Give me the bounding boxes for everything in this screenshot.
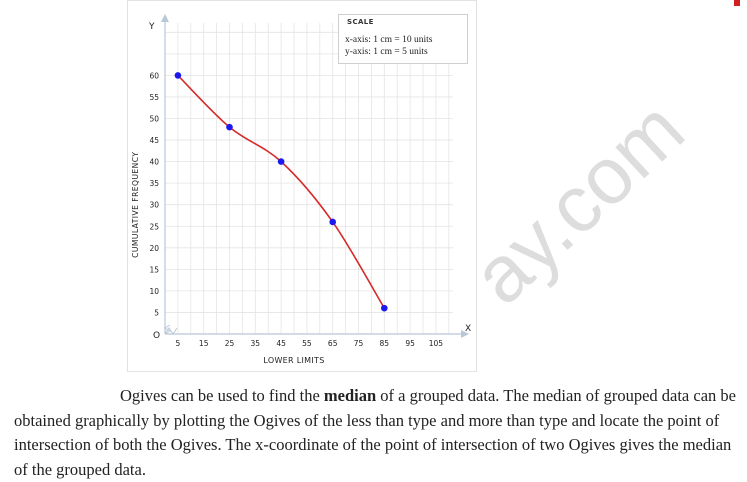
scale-title: SCALE (347, 18, 374, 26)
y-tick-label: 25 (149, 222, 159, 231)
x-tick-label: 45 (276, 339, 286, 348)
y-tick-label: 5 (154, 308, 159, 317)
data-point (381, 304, 388, 312)
y-tick-label: 50 (149, 115, 159, 124)
paragraph-prefix: Ogives can be used to find the (120, 386, 324, 405)
x-axis-arrow (461, 330, 469, 338)
paragraph-bold-median: median (323, 386, 377, 405)
data-point (329, 218, 336, 226)
paragraph-rest: of a grouped data. The median of grouped… (14, 386, 736, 479)
y-axis-break (164, 324, 171, 335)
scale-legend: SCALE x-axis: 1 cm = 10 units y-axis: 1 … (338, 14, 468, 64)
data-point (226, 123, 233, 131)
x-tick-label: 5 (176, 339, 181, 348)
y-tick-label: 60 (149, 71, 159, 80)
y-tick-label: 40 (149, 158, 159, 167)
data-point (174, 72, 182, 79)
y-tick-label: 15 (149, 265, 159, 274)
data-point (277, 158, 285, 165)
grid (164, 23, 453, 335)
y-axis-letter: Y (148, 22, 155, 32)
ogive-chart: X Y O 5 15 25 35 45 55 65 75 85 95 105 5 10 15 20 25 30 35 40… (127, 0, 477, 372)
x-tick-label: 105 (429, 339, 444, 348)
x-tick-label: 65 (328, 339, 338, 348)
x-axis-title: LOWER LIMITS (263, 356, 324, 365)
y-tick-label: 10 (149, 287, 159, 296)
y-tick-label: 45 (149, 136, 159, 145)
x-tick-label: 35 (251, 339, 261, 348)
x-tick-label: 55 (302, 339, 312, 348)
y-tick-label: 30 (149, 201, 159, 210)
y-tick-label: 20 (149, 244, 159, 253)
x-tick-label: 95 (405, 339, 415, 348)
y-axis-arrow (161, 14, 169, 22)
ogive-curve (177, 74, 385, 309)
y-tick-label: 35 (149, 179, 159, 188)
red-corner-mark (734, 0, 740, 6)
y-axis-title: CUMULATIVE FREQUENCY (131, 152, 140, 258)
x-axis-letter: X (465, 324, 471, 334)
scale-x-line: x-axis: 1 cm = 10 units (345, 35, 433, 45)
scale-y-line: y-axis: 1 cm = 5 units (345, 47, 428, 57)
y-tick-label: 55 (149, 93, 159, 102)
x-tick-label: 75 (354, 339, 364, 348)
watermark: ay.com (455, 83, 701, 321)
ogive-paragraph: Ogives can be used to find the median of… (14, 384, 739, 482)
origin-label: O (153, 331, 160, 341)
x-axis-break (164, 327, 178, 335)
x-tick-label: 25 (225, 339, 235, 348)
x-tick-label: 15 (199, 339, 209, 348)
x-tick-label: 85 (380, 339, 390, 348)
